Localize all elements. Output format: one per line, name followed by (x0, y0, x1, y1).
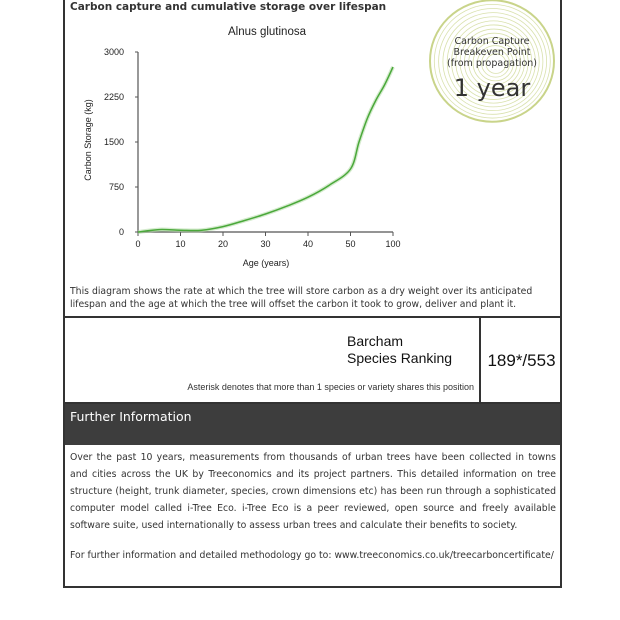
badge-value: 1 year (453, 74, 531, 102)
x-tick-label: 30 (260, 239, 270, 249)
tree-rings-icon (429, 0, 555, 123)
x-tick-label: 0 (135, 239, 140, 249)
x-tick-label: 50 (345, 239, 355, 249)
tree-ring (451, 20, 536, 104)
certificate-panel: Alnus glutinosa Carbon Storage (kg) Age … (63, 0, 562, 588)
badge-line2: Breakeven Point (453, 47, 531, 58)
ranking-label: Barcham Species Ranking (347, 333, 452, 367)
tree-ring (442, 12, 544, 111)
y-tick-label: 3000 (104, 47, 124, 57)
x-tick-label: 40 (303, 239, 313, 249)
x-tick-label: 10 (175, 239, 185, 249)
breakeven-badge: Carbon Capture Breakeven Point (from pro… (425, 0, 559, 128)
further-info-header: Further Information (65, 404, 560, 445)
ranking-note: Asterisk denotes that more than 1 specie… (187, 382, 474, 392)
tree-ring (464, 32, 525, 93)
series-line-shadow (137, 66, 395, 234)
tree-ring (429, 0, 555, 123)
badge-line3: (from propagation) (447, 58, 537, 69)
ranking-value-cell: 189*/553 (479, 318, 562, 402)
y-axis-label: Carbon Storage (kg) (83, 99, 93, 181)
x-tick-label: 20 (218, 239, 228, 249)
species-ranking: Barcham Species Ranking Asterisk denotes… (65, 316, 560, 404)
carbon-storage-chart: Alnus glutinosa Carbon Storage (kg) Age … (83, 26, 401, 268)
tree-ring (438, 8, 547, 115)
ranking-label-line2: Species Ranking (347, 350, 453, 366)
tree-ring (455, 24, 533, 100)
chart-description: This diagram shows the rate at which the… (70, 286, 533, 310)
tree-ring (485, 53, 507, 74)
x-axis-label: Age (years) (243, 258, 290, 268)
tree-ring (481, 49, 510, 78)
badge-line1: Carbon Capture (454, 36, 530, 47)
ranking-label-line1: Barcham (347, 333, 404, 349)
chart-title: Alnus glutinosa (228, 26, 307, 38)
y-tick-label: 0 (119, 227, 124, 237)
y-tick-label: 1500 (104, 137, 124, 147)
tree-ring (459, 28, 529, 97)
tree-ring (472, 41, 518, 85)
further-info-body: Over the past 10 years, measurements fro… (70, 452, 556, 531)
further-info-link[interactable]: For further information and detailed met… (70, 550, 554, 561)
y-tick-label: 2250 (104, 92, 124, 102)
y-tick-label: 750 (109, 182, 124, 192)
tree-ring (446, 16, 540, 108)
section-title: Carbon capture and cumulative storage ov… (70, 1, 387, 13)
ranking-value: 189*/553 (487, 351, 556, 370)
further-info-title: Further Information (70, 409, 192, 424)
tree-ring (433, 3, 551, 119)
tree-ring (476, 45, 514, 82)
x-tick-label: 100 (385, 239, 400, 249)
series-line (137, 66, 394, 233)
tree-ring (468, 36, 522, 89)
